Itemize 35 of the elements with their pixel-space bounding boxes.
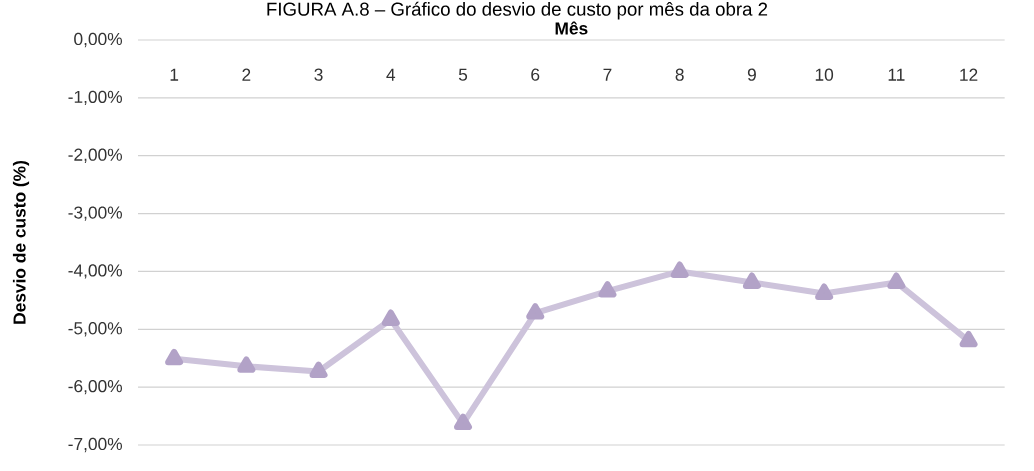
x-tick-label: 6: [531, 68, 540, 81]
point: [959, 330, 978, 348]
x-tick-label: 4: [386, 68, 396, 81]
point: [670, 261, 689, 278]
point: [237, 356, 256, 373]
x-tick-label: 8: [675, 68, 684, 81]
point: [309, 361, 328, 378]
chart-title: FIGURA A.8 – Gráfico do desvio de custo por mês da obra 2: [267, 1, 768, 20]
point: [454, 413, 473, 431]
x-tick-label: 7: [603, 68, 612, 81]
point: [742, 272, 761, 289]
x-tick-label: 12: [960, 68, 978, 81]
y-tick-label: 0,00%: [74, 32, 123, 48]
x-tick-label: 2: [242, 68, 251, 81]
point: [887, 272, 906, 289]
y-axis-title: Desvio de custo (%): [12, 161, 30, 324]
y-tick-label: -5,00%: [68, 322, 123, 337]
y-tick-label: -1,00%: [68, 90, 123, 106]
x-tick-label: 1: [170, 68, 179, 81]
x-tick-label: 5: [458, 68, 468, 81]
y-tick-label: -2,00%: [68, 148, 123, 163]
point: [381, 309, 400, 326]
point: [598, 281, 617, 298]
x-tick-label: 9: [747, 68, 756, 81]
x-tick-label: 3: [314, 68, 323, 81]
point: [165, 348, 184, 366]
y-tick-label: -6,00%: [68, 379, 123, 395]
x-axis-title: Mês: [555, 21, 588, 35]
x-tick-label: 11: [888, 68, 905, 81]
y-tick-label: -3,00%: [68, 206, 123, 221]
point: [815, 283, 834, 300]
y-tick-label: -4,00%: [68, 264, 123, 279]
y-tick-label: -7,00%: [68, 437, 123, 453]
x-tick-label: 10: [815, 68, 834, 81]
point: [526, 303, 545, 320]
